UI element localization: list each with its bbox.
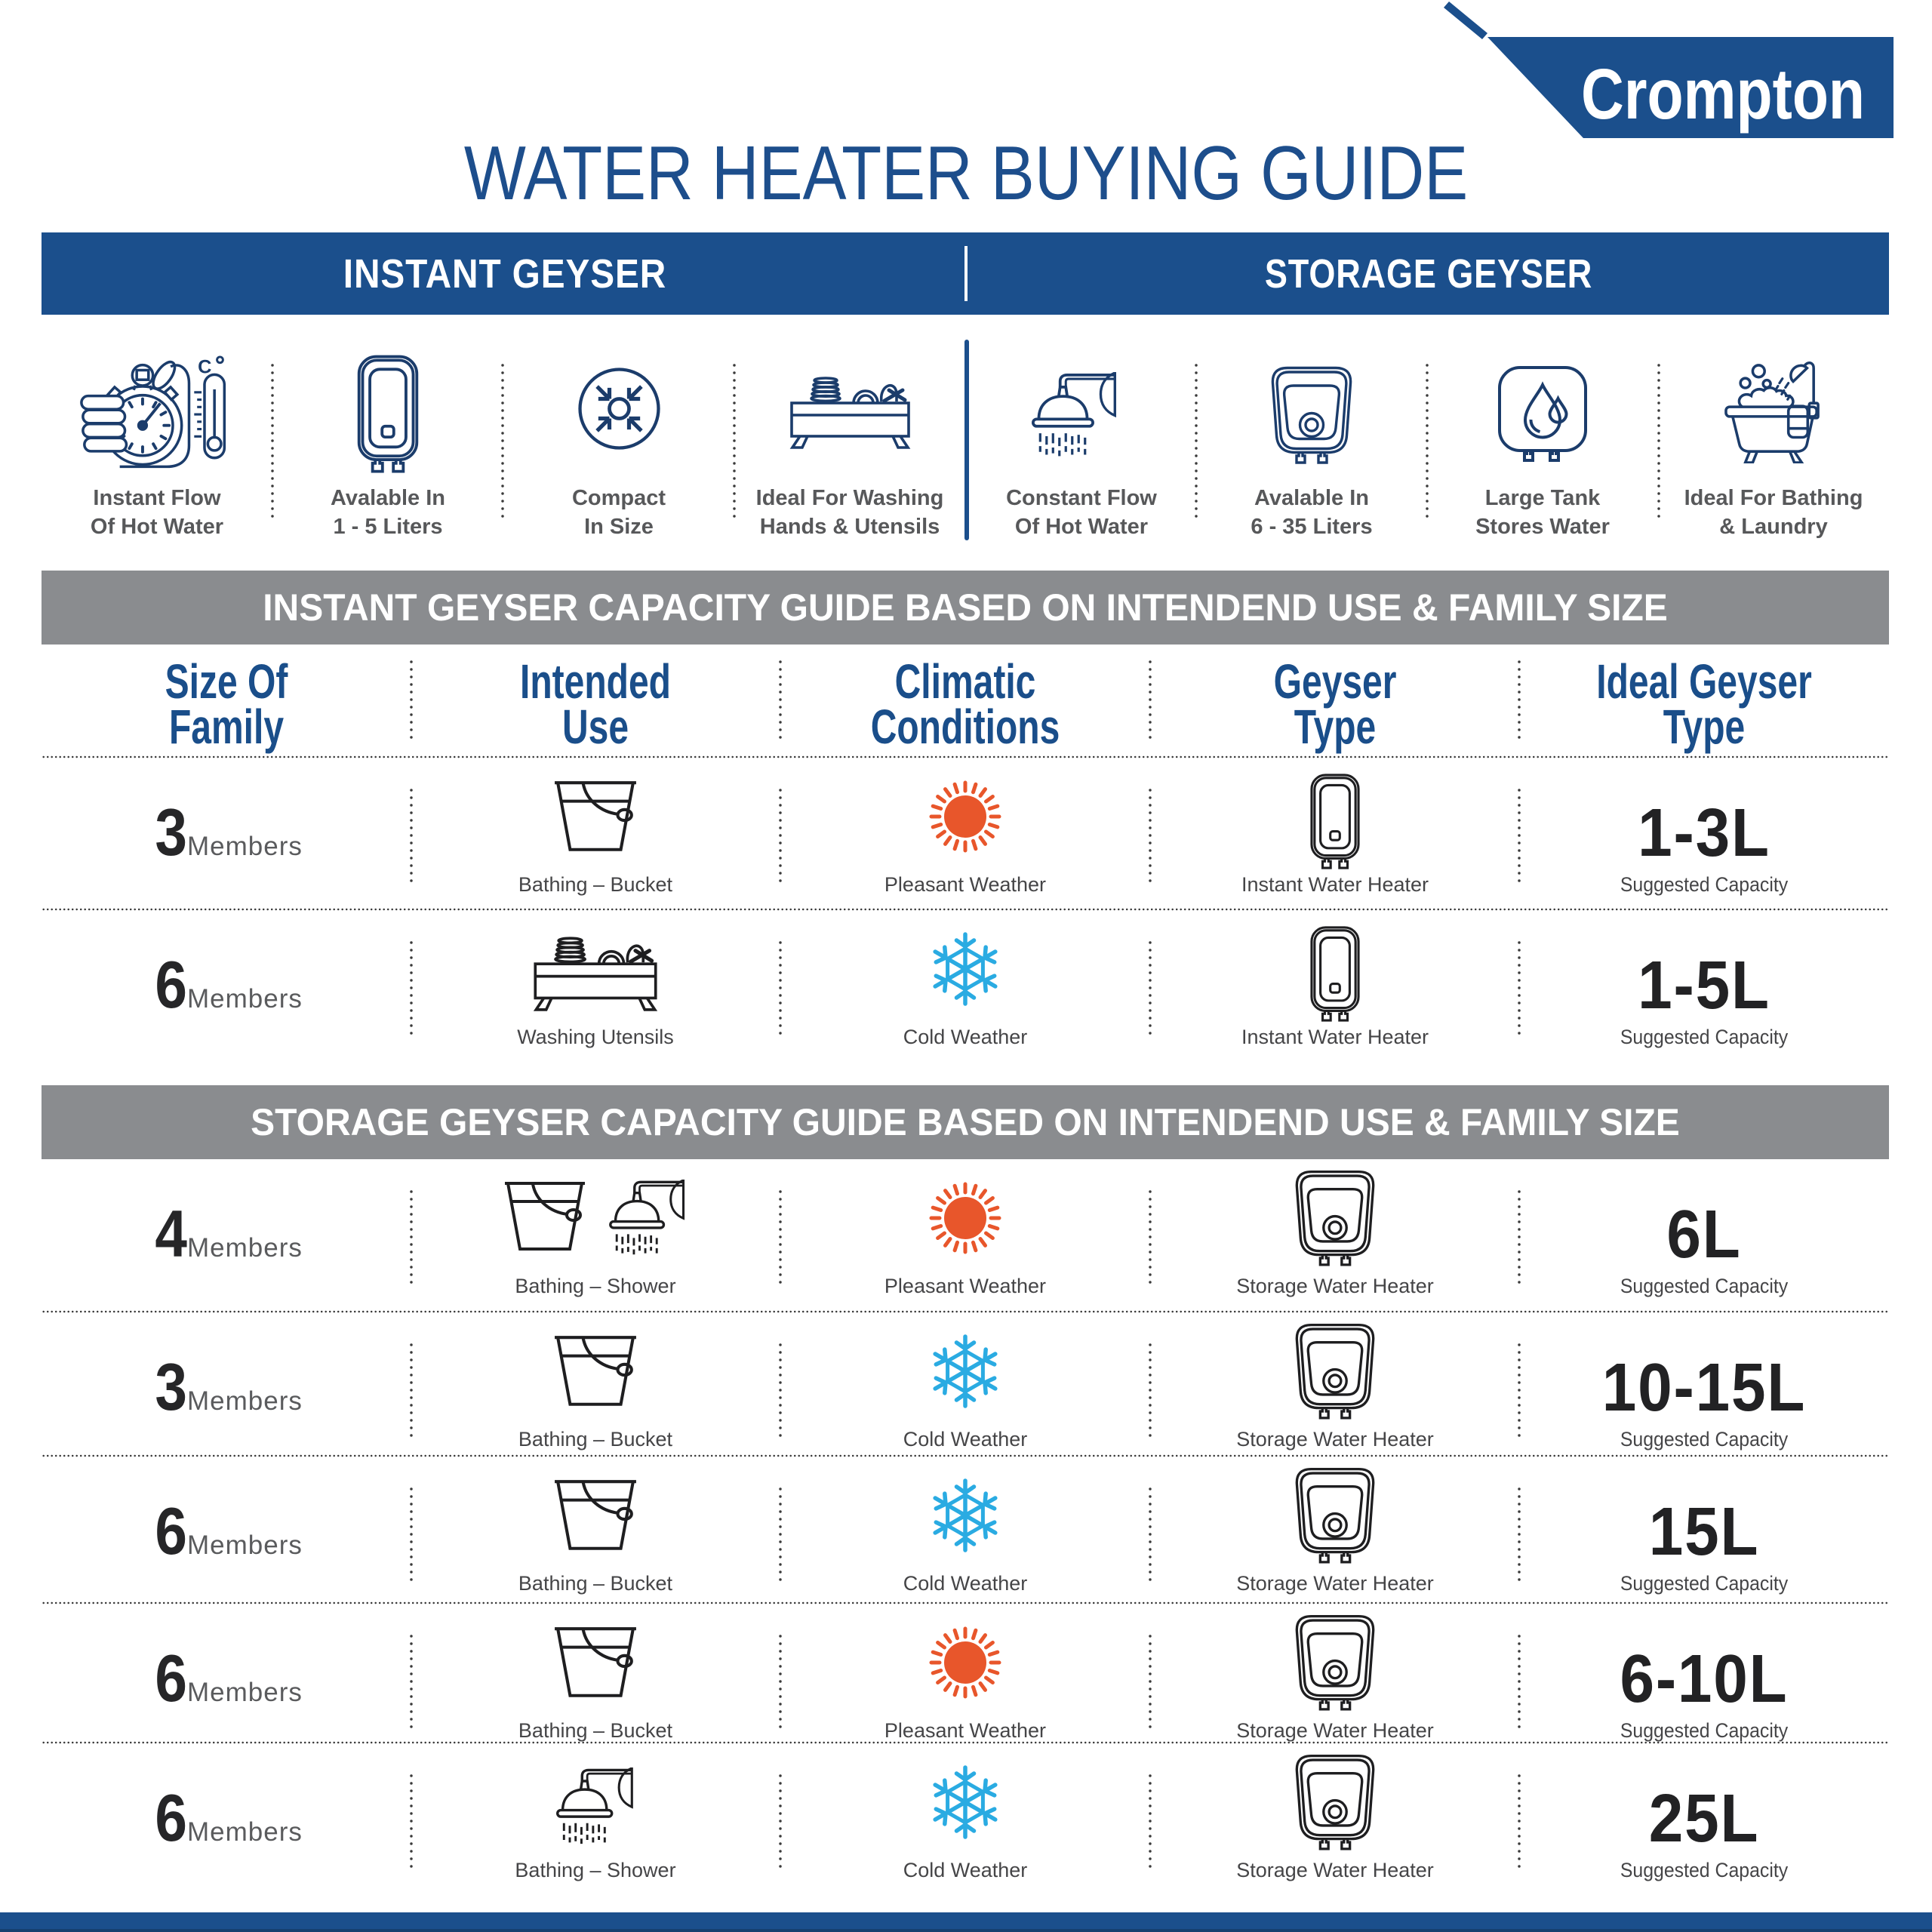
svg-text:Crompton: Crompton: [1581, 54, 1865, 134]
